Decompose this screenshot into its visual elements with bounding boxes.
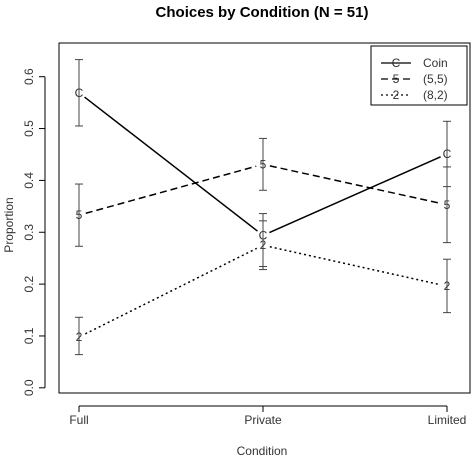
data-point: 2 [76, 330, 83, 344]
series-line-segment [269, 165, 441, 205]
plot-frame [58, 42, 471, 394]
legend: C Coin 5 (5,5) 2 (8,2) [370, 45, 468, 106]
y-axis: 0.0 0.1 0.2 0.3 0.4 0.5 0.6 [22, 68, 46, 396]
y-axis-label: Proportion [2, 197, 16, 252]
x-axis-label: Condition [237, 444, 288, 458]
data-point: 5 [260, 157, 267, 171]
y-tick-label: 0.4 [22, 172, 36, 189]
chart-title: Choices by Condition (N = 51) [156, 4, 369, 21]
data-point: 2 [260, 238, 267, 252]
y-tick-label: 0.5 [22, 120, 36, 137]
series-1: 5 5 5 [75, 137, 451, 247]
series-line-segment [84, 96, 258, 232]
legend-label: (5,5) [423, 72, 448, 86]
legend-label: Coin [423, 56, 448, 70]
data-point: 2 [444, 279, 451, 293]
x-tick-label: Private [244, 413, 282, 427]
data-point: C [443, 147, 452, 161]
x-axis: Full Private Limited [69, 405, 467, 427]
data-point: 5 [444, 198, 451, 212]
x-tick-label: Limited [428, 413, 467, 427]
y-tick-label: 0.1 [22, 327, 36, 344]
series-line-segment [269, 246, 441, 286]
data-point: 5 [76, 208, 83, 222]
legend-symbol: 2 [393, 88, 400, 102]
legend-symbol: 5 [393, 72, 400, 86]
y-tick-label: 0.0 [22, 379, 36, 396]
series-line-segment [84, 247, 258, 335]
legend-box [370, 45, 468, 106]
legend-symbol: C [392, 56, 401, 70]
series-line-segment [85, 165, 257, 215]
series-layer: C C C 5 5 5 2 2 2 [75, 59, 452, 356]
y-tick-label: 0.2 [22, 275, 36, 292]
y-tick-label: 0.3 [22, 224, 36, 241]
x-tick-label: Full [69, 413, 88, 427]
data-point: C [75, 86, 84, 100]
legend-label: (8,2) [423, 88, 448, 102]
y-tick-label: 0.6 [22, 68, 36, 85]
series-2: 2 2 2 [75, 220, 451, 356]
series-line-segment [269, 156, 441, 234]
